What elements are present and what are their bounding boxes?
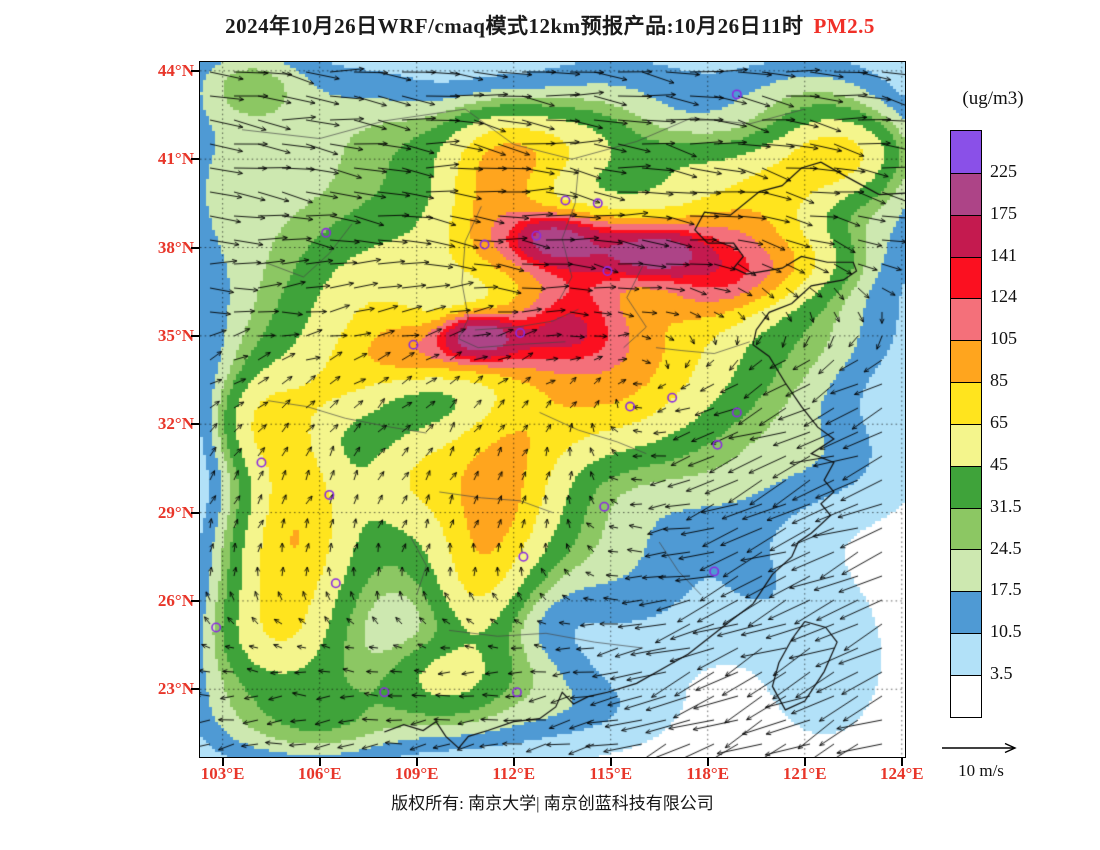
lon-tick-mark [609,758,612,766]
lon-tick-mark [706,758,709,766]
colorbar-tick-label: 24.5 [990,537,1022,558]
lon-tick-label: 121°E [782,764,827,783]
wind-legend-label: 10 m/s [958,761,1004,780]
lon-tick-label: 109°E [394,764,439,783]
colorbar-cell [951,591,981,634]
colorbar-tick-label: 65 [990,412,1008,432]
lat-tick-label: 26°N [157,590,194,610]
lon-tick-mark [415,758,418,766]
lon-tick-label: 124°E [879,764,924,783]
lon-tick-mark [512,758,515,766]
lon-tick-label: 103°E [200,764,245,783]
lat-tick-mark [191,511,199,514]
lon-tick-mark [900,758,903,766]
colorbar-tick-label: 17.5 [990,579,1022,600]
colorbar-tick-label: 31.5 [990,495,1022,516]
pollutant-label: PM2.5 [813,14,875,38]
figure-title: 2024年10月26日WRF/cmaq模式12km预报产品:10月26日11时 P… [0,10,1100,40]
colorbar-cell [951,214,981,257]
colorbar-cell [951,382,981,424]
colorbar-cell [951,131,981,173]
lat-tick-mark [191,423,199,426]
colorbar-tick-label: 175 [990,202,1017,223]
colorbar-tick-label: 105 [990,328,1017,349]
lat-tick-mark [191,599,199,602]
lat-tick-label: 38°N [157,237,194,257]
colorbar-cell [951,256,981,299]
colorbar-tick-label: 225 [990,160,1017,181]
lat-tick-label: 44°N [157,60,194,80]
colorbar-cell [951,423,981,466]
colorbar [950,130,982,718]
wind-speed-legend: 10 m/s [936,740,1026,781]
lon-tick-label: 106°E [297,764,342,783]
colorbar-tick-label: 45 [990,453,1008,474]
colorbar-cell [951,340,981,383]
lat-tick-label: 32°N [157,414,194,434]
colorbar-tick-label: 141 [990,244,1017,265]
colorbar-cell [951,633,981,675]
lat-tick-mark [191,158,199,161]
wind-legend-arrow-icon [942,742,1017,754]
colorbar-cell [951,674,981,717]
lon-tick-mark [803,758,806,766]
lat-tick-mark [191,688,199,691]
lat-tick-mark [191,246,199,249]
figure-title-text: 2024年10月26日WRF/cmaq模式12km预报产品:10月26日11时 [225,14,804,38]
lat-tick-label: 23°N [157,679,194,699]
colorbar-cell [951,549,981,592]
lon-tick-label: 115°E [589,764,633,783]
lon-tick-label: 118°E [686,764,730,783]
colorbar-cell [951,298,981,341]
lat-tick-label: 29°N [157,502,194,522]
copyright-text: 版权所有: 南京大学| 南京创蓝科技有限公司 [391,794,714,813]
colorbar-unit-label: (ug/m3) [962,88,1024,109]
colorbar-tick-label: 85 [990,370,1008,391]
colorbar-cell [951,172,981,215]
lon-tick-label: 112°E [492,764,536,783]
colorbar-tick-label: 124 [990,286,1017,307]
lon-tick-mark [221,758,224,766]
lat-tick-mark [191,69,199,72]
lat-tick-mark [191,334,199,337]
lat-tick-label: 41°N [157,149,194,169]
colorbar-tick-label: 10.5 [990,621,1022,642]
lat-tick-label: 35°N [157,325,194,345]
colorbar-tick-label: 3.5 [990,663,1013,684]
pm25-contour-map-canvas [200,62,905,757]
colorbar-cell [951,465,981,508]
colorbar-cell [951,507,981,550]
lon-tick-mark [318,758,321,766]
